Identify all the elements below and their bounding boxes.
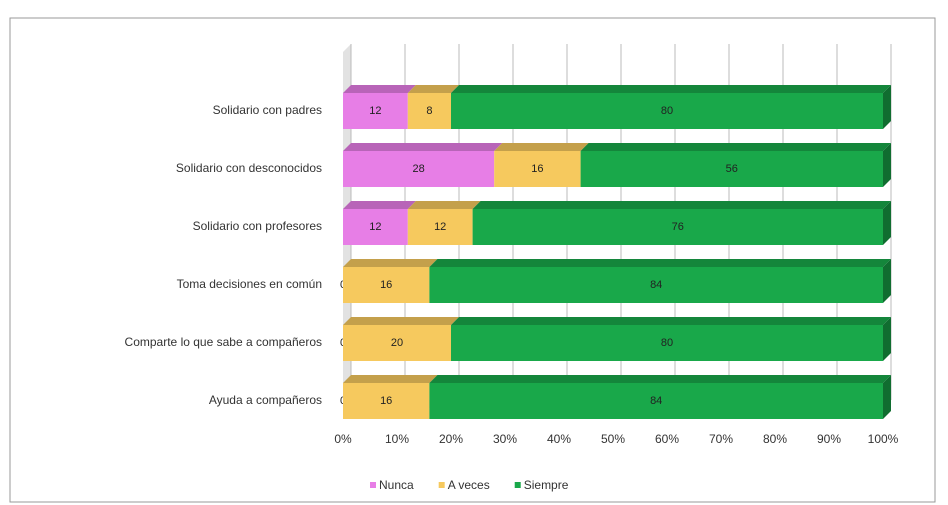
bar-top (407, 85, 459, 93)
bar-top (343, 375, 438, 383)
category-label: Ayuda a compañeros (209, 393, 322, 407)
category-label: Solidario con profesores (193, 219, 322, 233)
category-label: Toma decisiones en común (177, 277, 322, 291)
bar-side (883, 317, 891, 361)
x-tick-label: 10% (385, 432, 409, 446)
data-label: 16 (531, 163, 543, 175)
legend-label: Siempre (524, 478, 569, 492)
bar-top (343, 317, 459, 325)
bar (343, 325, 451, 361)
bar-top (343, 201, 416, 209)
bar-side (883, 143, 891, 187)
bar-side (883, 259, 891, 303)
bar (451, 325, 883, 361)
bar-top (451, 317, 891, 325)
data-label: 80 (661, 337, 673, 349)
bar (429, 267, 883, 303)
x-tick-label: 50% (601, 432, 625, 446)
data-label: 80 (661, 105, 673, 117)
data-label: 16 (380, 395, 392, 407)
bar (494, 151, 581, 187)
bar (343, 151, 495, 187)
category-label: Solidario con padres (213, 103, 322, 117)
legend-label: Nunca (379, 478, 414, 492)
x-tick-label: 80% (763, 432, 787, 446)
bar (343, 93, 408, 129)
data-label: 84 (650, 279, 662, 291)
data-label: 28 (412, 163, 424, 175)
bar-top (429, 375, 891, 383)
bar-side (883, 201, 891, 245)
bar (472, 209, 883, 245)
bar-side (883, 375, 891, 419)
x-tick-label: 90% (817, 432, 841, 446)
data-label: 56 (726, 163, 738, 175)
x-tick-label: 40% (547, 432, 571, 446)
x-tick-label: 20% (439, 432, 463, 446)
data-label: 16 (380, 279, 392, 291)
legend-label: A veces (448, 478, 490, 492)
bar-top (472, 201, 891, 209)
x-tick-label: 70% (709, 432, 733, 446)
bar-top (494, 143, 589, 151)
data-label: 8 (426, 105, 432, 117)
data-label: 84 (650, 395, 662, 407)
legend-marker (438, 482, 445, 488)
bar-top (429, 259, 891, 267)
bar (343, 267, 430, 303)
data-label: 20 (391, 337, 403, 349)
legend-marker (514, 482, 521, 488)
bar-top (343, 143, 503, 151)
data-label: 12 (369, 105, 381, 117)
bar (343, 383, 430, 419)
x-tick-label: 30% (493, 432, 517, 446)
category-label: Solidario con desconocidos (176, 161, 322, 175)
bar (407, 93, 451, 129)
bar (580, 151, 883, 187)
bar-top (343, 85, 416, 93)
x-tick-label: 100% (868, 432, 899, 446)
data-label: 12 (369, 221, 381, 233)
category-label: Comparte lo que sabe a compañeros (125, 335, 322, 349)
bar-top (580, 143, 891, 151)
bar (429, 383, 883, 419)
data-label: 12 (434, 221, 446, 233)
x-tick-label: 60% (655, 432, 679, 446)
bar (451, 93, 883, 129)
bar (407, 209, 473, 245)
x-tick-label: 0% (334, 432, 352, 446)
bar-top (451, 85, 891, 93)
bar-side (883, 85, 891, 129)
bar-top (343, 259, 438, 267)
data-label: 76 (672, 221, 684, 233)
legend-marker (370, 482, 376, 488)
bar (343, 209, 408, 245)
bar-top (407, 201, 481, 209)
